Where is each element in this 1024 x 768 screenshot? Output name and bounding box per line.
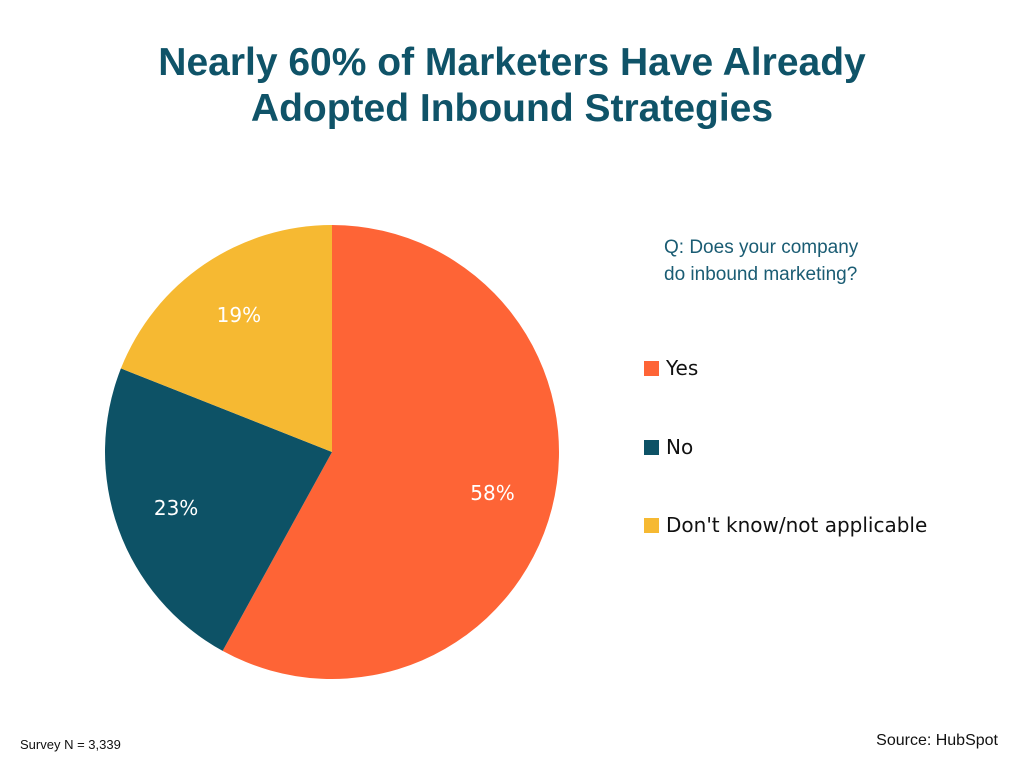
source-note: Source: HubSpot: [876, 732, 998, 749]
title-line-1: Nearly 60% of Marketers Have Already: [158, 41, 866, 84]
survey-footnote: Survey N = 3,339: [20, 737, 121, 752]
pie-slice-don-t-know-not-applicable: [120, 225, 332, 452]
question-line-1: Q: Does your company: [664, 237, 859, 258]
title-line-2: Adopted Inbound Strategies: [250, 87, 774, 130]
legend-swatch-yes: [644, 360, 659, 376]
pie-slice-yes: [222, 225, 560, 679]
pie-label-don-t-know-not-applicable: 19%: [217, 303, 261, 327]
legend-item-yes: Yes: [644, 356, 698, 380]
legend-item-dont-know: Don't know/not applicable: [644, 513, 927, 537]
legend-swatch-no: [644, 439, 659, 455]
legend-label-yes: Yes: [666, 356, 699, 380]
survey-question: Q: Does your company do inbound marketin…: [664, 234, 964, 288]
pie-slice-no: [104, 368, 333, 651]
legend-label-no: No: [666, 435, 694, 459]
slide-title: Nearly 60% of Marketers Have Already Ado…: [0, 40, 1024, 132]
legend-swatch-dont-know: [644, 517, 659, 533]
legend-item-no: No: [644, 435, 693, 459]
pie-label-yes: 58%: [470, 481, 514, 505]
question-line-2: do inbound marketing?: [664, 264, 858, 285]
pie-label-no: 23%: [154, 496, 198, 520]
legend-label-dont-know: Don't know/not applicable: [666, 513, 928, 537]
